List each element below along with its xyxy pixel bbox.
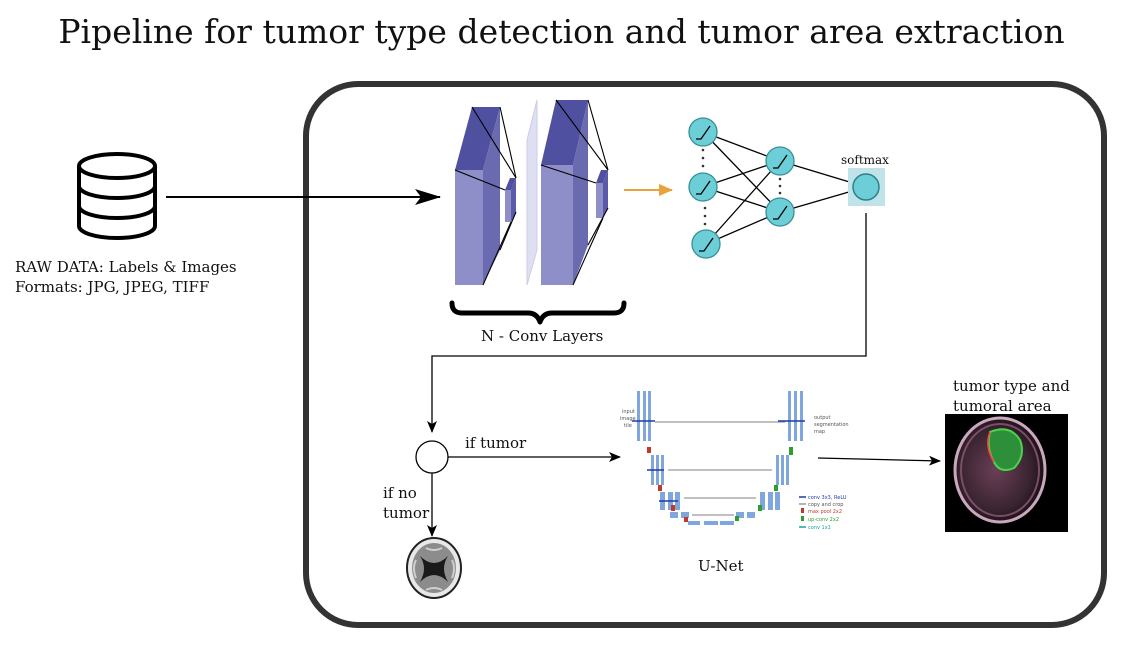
softmax-label: softmax (841, 153, 889, 167)
unet-legend-item-1: conv 3x3, ReLU (808, 495, 847, 501)
neuron-3 (691, 229, 721, 259)
unet-legend-item-5: conv 1x1 (808, 525, 831, 531)
dense-neurons (688, 117, 795, 259)
raw-data-line-1: RAW DATA: Labels & Images (15, 258, 237, 276)
neuron-2 (688, 172, 718, 202)
decision-node (415, 440, 449, 474)
unet-input-line-3: tile (624, 423, 632, 429)
database-icon (77, 152, 157, 240)
unet-legend: conv 3x3, ReLU copy and crop max pool 2x… (799, 495, 847, 531)
tumor-scan-image (945, 414, 1068, 532)
unet-output-line-1: output (814, 415, 831, 421)
conv-layer-2 (540, 99, 609, 286)
conv-layer-1 (454, 106, 517, 286)
page-title: Pipeline for tumor type detection and tu… (58, 12, 1065, 51)
unet-legend-item-2: copy and crop (808, 502, 843, 508)
softmax-neuron (852, 173, 880, 201)
if-no-tumor-line-2: tumor (383, 504, 430, 522)
arrow-unet-to-result (817, 455, 941, 466)
unet-output-line-2: segmentation (814, 422, 849, 428)
unet-diagram: input image tile output segmentation map… (620, 391, 849, 531)
unet-label: U-Net (698, 557, 744, 575)
healthy-brain-image (403, 537, 466, 600)
unet-legend-item-3: max pool 2x2 (808, 509, 842, 515)
pipeline-frame (303, 81, 1107, 628)
unet-input-line-2: image (620, 416, 636, 422)
neuron-4 (765, 146, 795, 176)
result-line-1: tumor type and (953, 377, 1070, 395)
unet-output-line-3: map (814, 429, 825, 435)
neuron-1 (688, 117, 718, 147)
conv-layers-label: N - Conv Layers (481, 327, 604, 345)
conv-layers-brace (449, 300, 627, 325)
pooling-plane (526, 99, 538, 286)
if-tumor-label: if tumor (465, 434, 527, 452)
unet-input-line-1: input (622, 409, 635, 415)
unet-legend-item-4: up-conv 2x2 (808, 517, 839, 523)
result-line-2: tumoral area (953, 397, 1052, 415)
arrow-softmax-to-decision (427, 213, 867, 433)
neuron-5 (765, 197, 795, 227)
dense-ellipsis (701, 148, 782, 226)
if-no-tumor-line-1: if no (383, 484, 417, 502)
raw-data-line-2: Formats: JPG, JPEG, TIFF (15, 278, 210, 296)
